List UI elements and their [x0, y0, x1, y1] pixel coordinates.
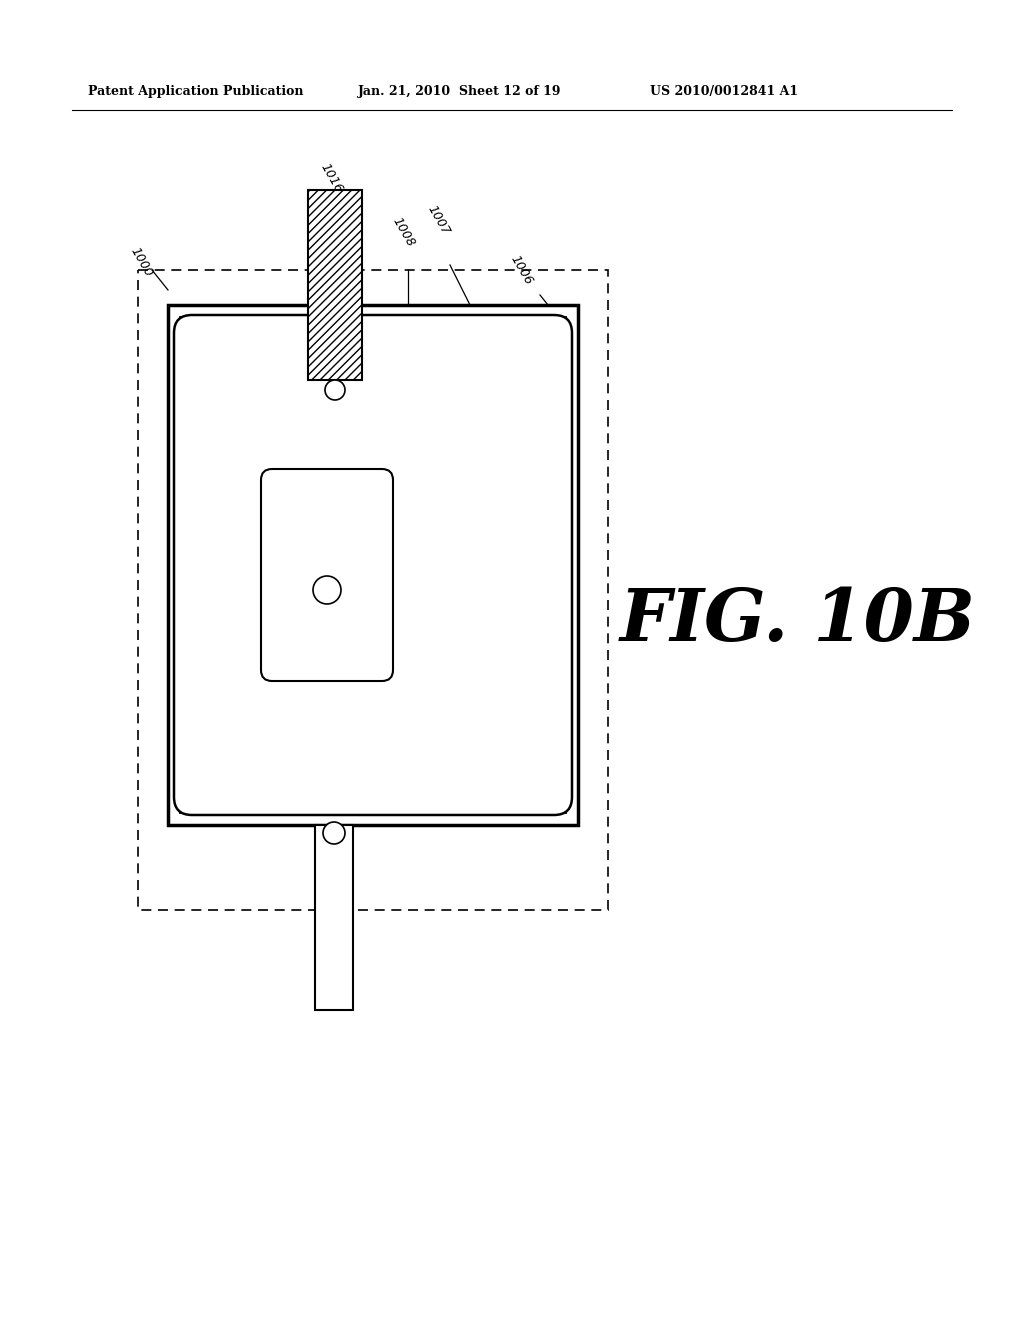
- Text: 1011: 1011: [400, 653, 427, 688]
- Bar: [138, 271, 608, 909]
- Text: US 2010/0012841 A1: US 2010/0012841 A1: [650, 86, 798, 99]
- Bar: [180, 317, 566, 813]
- Circle shape: [313, 576, 341, 605]
- FancyBboxPatch shape: [261, 469, 393, 681]
- Text: 1000: 1000: [128, 246, 156, 280]
- Text: Jan. 21, 2010  Sheet 12 of 19: Jan. 21, 2010 Sheet 12 of 19: [358, 86, 561, 99]
- Circle shape: [325, 380, 345, 400]
- Text: Patent Application Publication: Patent Application Publication: [88, 86, 303, 99]
- Text: FIG. 10B: FIG. 10B: [620, 585, 976, 656]
- Text: 1016: 1016: [318, 161, 345, 195]
- Text: 1013: 1013: [330, 564, 357, 598]
- Bar: [315, 825, 353, 1010]
- Text: 1009: 1009: [218, 483, 246, 517]
- Text: 1008: 1008: [390, 215, 417, 249]
- Text: 1006: 1006: [508, 253, 536, 288]
- Bar: [308, 190, 362, 380]
- Bar: [168, 305, 578, 825]
- Text: 1012: 1012: [342, 413, 370, 447]
- Circle shape: [323, 822, 345, 843]
- Text: 1007: 1007: [425, 203, 453, 238]
- FancyBboxPatch shape: [174, 315, 572, 814]
